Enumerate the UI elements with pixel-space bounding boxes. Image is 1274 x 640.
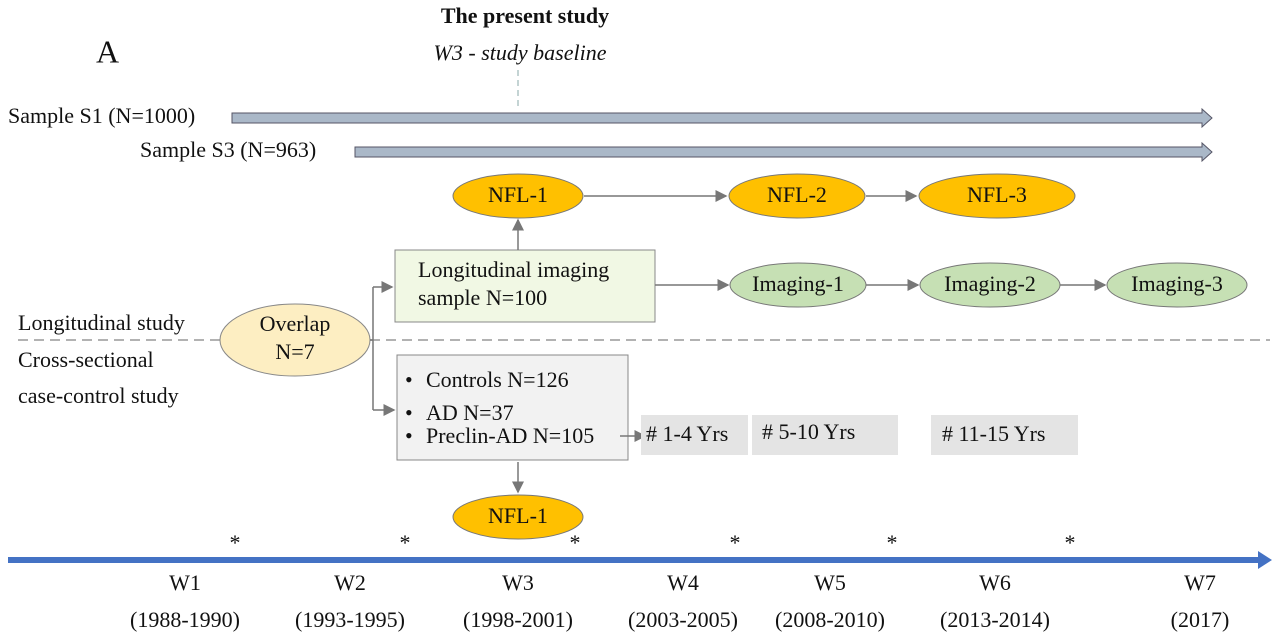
box-text: Longitudinal imaging	[418, 257, 609, 282]
sample-label: Sample S1 (N=1000)	[8, 103, 195, 128]
followup-box	[641, 415, 748, 455]
panel-label: A	[96, 33, 119, 69]
nfl-node	[452, 494, 584, 540]
nfl-row: NFL-1 NFL-2 NFL-3	[452, 173, 1076, 219]
svg-text:•: •	[405, 423, 413, 448]
wave-name: W4	[667, 570, 699, 595]
followup-box	[752, 415, 898, 455]
followup-box	[931, 415, 1078, 455]
node: Imaging-3	[1131, 271, 1223, 296]
wave-name: W7	[1184, 570, 1216, 595]
node: NFL-2	[767, 182, 827, 207]
timeline: * * * * * * W1 (1988-1990) W2 (1993-1995) W3 (1998-…	[130, 530, 1229, 632]
group: AD N=37	[426, 400, 514, 425]
section-label: Cross-sectional	[18, 347, 154, 372]
svg-text:•: •	[405, 400, 413, 425]
section-label: Longitudinal study	[18, 310, 185, 335]
group: Controls N=126	[426, 367, 569, 392]
section-label: case-control study	[18, 383, 179, 408]
star: *	[887, 530, 898, 555]
wave-name: W2	[334, 570, 366, 595]
title: The present study	[441, 3, 609, 28]
wave-name: W6	[979, 570, 1011, 595]
node: NFL-3	[967, 182, 1027, 207]
groups-box	[396, 354, 629, 461]
wave-years: (1993-1995)	[295, 607, 405, 632]
node: Imaging-1	[752, 271, 844, 296]
star: *	[400, 530, 411, 555]
followup: # 5-10 Yrs	[762, 419, 855, 444]
bracket	[370, 287, 374, 410]
wave-years: (2017)	[1171, 607, 1230, 632]
node: N=7	[275, 339, 314, 364]
sample-label: Sample S3 (N=963)	[140, 137, 316, 162]
node: NFL-1	[488, 503, 548, 528]
followup: # 1-4 Yrs	[646, 421, 728, 446]
wave-name: W1	[169, 570, 201, 595]
svg-text:•: •	[405, 367, 413, 392]
subtitle: W3 - study baseline	[434, 40, 607, 65]
sample-arrow	[354, 141, 1213, 163]
wave-name: W3	[502, 570, 534, 595]
star: *	[1065, 530, 1076, 555]
wave-years: (1998-2001)	[463, 607, 573, 632]
star: *	[230, 530, 241, 555]
imaging-box	[394, 249, 656, 323]
box-text: sample N=100	[418, 285, 547, 310]
node: NFL-1	[488, 182, 548, 207]
wave-years: (1988-1990)	[130, 607, 240, 632]
sample-arrow	[231, 107, 1213, 129]
timeline-arrow	[8, 551, 1272, 569]
node: Imaging-2	[944, 271, 1036, 296]
node: Overlap	[260, 311, 331, 336]
wave-years: (2013-2014)	[940, 607, 1050, 632]
imaging-row: Imaging-1 Imaging-2 Imaging-3	[655, 262, 1248, 308]
wave-years: (2008-2010)	[775, 607, 885, 632]
followup: # 11-15 Yrs	[942, 421, 1045, 446]
group: Preclin-AD N=105	[426, 423, 594, 448]
wave-name: W5	[814, 570, 846, 595]
wave-years: (2003-2005)	[628, 607, 738, 632]
star: *	[730, 530, 741, 555]
star: *	[570, 530, 581, 555]
